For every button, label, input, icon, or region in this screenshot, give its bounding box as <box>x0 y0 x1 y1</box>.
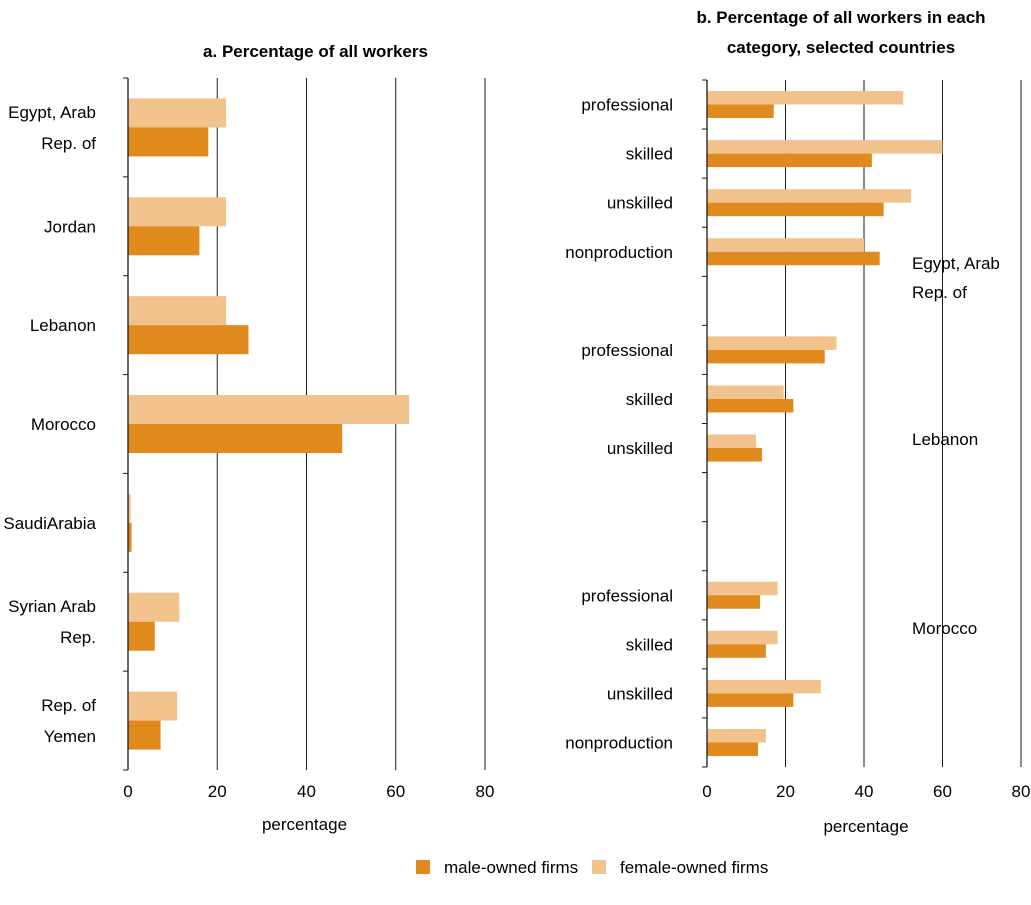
panel-b-country-label: Morocco <box>912 619 977 638</box>
panel-b-category-label: professional <box>581 96 673 115</box>
panel-a-bar-female <box>128 98 227 128</box>
panel-b-bar-female <box>707 630 778 645</box>
panel-a-category-label: Yemen <box>44 727 96 746</box>
panel-b-category-label: skilled <box>626 390 673 409</box>
panel-a-bar-female <box>128 691 178 721</box>
panel-b-x-tick-label: 20 <box>776 782 795 801</box>
panel-a-x-tick-label: 20 <box>208 782 227 801</box>
panel-b-bar-female <box>707 434 757 449</box>
panel-a-category-label: Syrian Arab <box>8 597 96 616</box>
panel-b-bar-female <box>707 91 904 105</box>
panel-b-category-label: professional <box>581 341 673 360</box>
panel-a-bar-female <box>128 296 227 326</box>
panel-b-title: b. Percentage of all workers in each <box>696 8 985 27</box>
panel-b-bar-male <box>707 693 794 707</box>
panel-b <box>702 79 1022 768</box>
panel-a-title: a. Percentage of all workers <box>203 42 428 61</box>
panel-b-category-label: unskilled <box>607 194 673 213</box>
panel-b-bar-female <box>707 238 864 252</box>
panel-b-category-label: skilled <box>626 635 673 654</box>
panel-b-country-label: Egypt, Arab <box>912 254 1000 273</box>
panel-b-bar-male <box>707 349 825 364</box>
panel-a-x-tick-label: 40 <box>297 782 316 801</box>
panel-a-x-tick-label: 80 <box>476 782 495 801</box>
panel-b-bar-female <box>707 140 943 154</box>
legend-swatch-male <box>416 860 430 874</box>
legend <box>416 860 606 874</box>
panel-b-bar-male <box>707 104 774 119</box>
panel-b-country-label: Lebanon <box>912 430 978 449</box>
panel-b-bar-male <box>707 398 794 413</box>
panel-a-bar-male <box>128 621 155 651</box>
panel-b-x-axis-label: percentage <box>823 817 908 836</box>
panel-b-x-tick-label: 60 <box>933 782 952 801</box>
panel-b-bar-female <box>707 189 912 203</box>
panel-a-bar-male <box>128 720 161 750</box>
panel-a-bar-female <box>128 592 180 622</box>
panel-a-bar-male <box>128 424 343 453</box>
panel-b-bar-female <box>707 581 778 596</box>
panel-a-category-label: Morocco <box>31 415 96 434</box>
panel-b-bar-male <box>707 202 884 217</box>
panel-b-bar-male <box>707 448 762 462</box>
panel-b-bar-female <box>707 336 837 350</box>
panel-b-category-label: skilled <box>626 145 673 164</box>
panel-b-bar-female <box>707 728 766 743</box>
panel-a-x-tick-label: 60 <box>386 782 405 801</box>
panel-a-bar-female <box>128 493 131 523</box>
panel-b-x-tick-label: 40 <box>855 782 874 801</box>
panel-a-bar-male <box>128 325 249 355</box>
panel-a <box>123 77 486 771</box>
panel-a-bar-female <box>128 197 227 227</box>
panel-a-category-label: Rep. of <box>41 134 96 153</box>
panel-b-category-label: professional <box>581 586 673 605</box>
panel-b-category-label: unskilled <box>607 684 673 703</box>
panel-b-category-label: nonproduction <box>565 733 673 752</box>
panel-a-bar-male <box>128 226 200 256</box>
panel-b-bar-female <box>707 385 784 399</box>
panel-b-bar-male <box>707 742 759 756</box>
legend-label-female: female-owned firms <box>620 858 768 877</box>
panel-b-bar-male <box>707 251 880 266</box>
panel-a-x-tick-label: 0 <box>123 782 132 801</box>
legend-label-male: male-owned firms <box>444 858 578 877</box>
panel-a-category-label: Egypt, Arab <box>8 103 96 122</box>
panel-b-category-label: unskilled <box>607 439 673 458</box>
panel-b-x-tick-label: 80 <box>1012 782 1031 801</box>
panel-a-category-label: Jordan <box>44 217 96 236</box>
panel-b-country-label: Rep. of <box>912 283 967 302</box>
panel-a-bar-male <box>128 522 132 552</box>
panel-a-category-label: SaudiArabia <box>3 514 96 533</box>
panel-a-x-axis-label: percentage <box>262 815 347 834</box>
panel-a-category-label: Lebanon <box>30 316 96 335</box>
panel-b-title: category, selected countries <box>727 38 955 57</box>
panel-b-x-tick-label: 0 <box>702 782 711 801</box>
panel-a-category-label: Rep. <box>60 628 96 647</box>
panel-a-bar-female <box>128 395 410 424</box>
panel-b-bar-male <box>707 153 872 168</box>
panel-b-bar-male <box>707 644 766 658</box>
panel-a-category-label: Rep. of <box>41 696 96 715</box>
legend-swatch-female <box>592 860 606 874</box>
panel-b-bar-male <box>707 595 760 609</box>
panel-a-bar-male <box>128 127 209 157</box>
panel-b-category-label: nonproduction <box>565 243 673 262</box>
panel-b-bar-female <box>707 679 821 694</box>
